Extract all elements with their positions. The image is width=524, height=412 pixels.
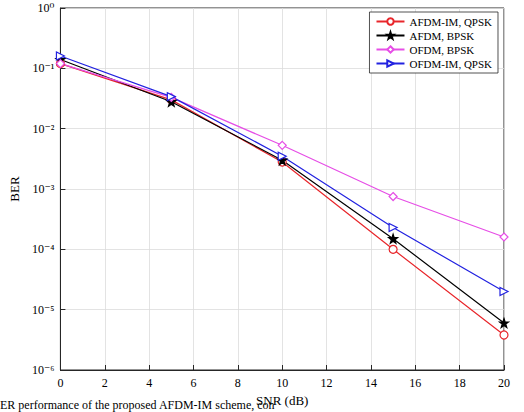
svg-text:SNR (dB): SNR (dB): [256, 393, 308, 408]
svg-text:20: 20: [498, 376, 510, 390]
svg-text:2: 2: [102, 376, 108, 390]
svg-text:18: 18: [454, 376, 466, 390]
svg-text:10⁻³: 10⁻³: [32, 182, 54, 196]
svg-text:BER: BER: [7, 176, 22, 202]
svg-text:10⁰: 10⁰: [38, 1, 55, 15]
svg-text:6: 6: [190, 376, 196, 390]
svg-text:10⁻⁶: 10⁻⁶: [32, 363, 55, 377]
svg-text:14: 14: [365, 376, 377, 390]
svg-text:12: 12: [321, 376, 333, 390]
svg-text:10⁻⁴: 10⁻⁴: [32, 242, 55, 256]
svg-text:OFDM, BPSK: OFDM, BPSK: [409, 44, 474, 56]
svg-text:10⁻⁵: 10⁻⁵: [32, 303, 55, 317]
svg-text:AFDM-IM, QPSK: AFDM-IM, QPSK: [409, 16, 492, 28]
svg-text:AFDM, BPSK: AFDM, BPSK: [409, 30, 474, 42]
svg-text:0: 0: [57, 376, 63, 390]
svg-text:10: 10: [276, 376, 288, 390]
svg-text:10⁻¹: 10⁻¹: [32, 61, 54, 75]
svg-text:10⁻²: 10⁻²: [32, 122, 54, 136]
svg-text:16: 16: [409, 376, 421, 390]
svg-text:8: 8: [235, 376, 241, 390]
svg-text:4: 4: [146, 376, 152, 390]
svg-text:ER performance of the proposed: ER performance of the proposed AFDM-IM s…: [0, 398, 275, 412]
svg-text:OFDM-IM, QPSK: OFDM-IM, QPSK: [409, 58, 492, 70]
